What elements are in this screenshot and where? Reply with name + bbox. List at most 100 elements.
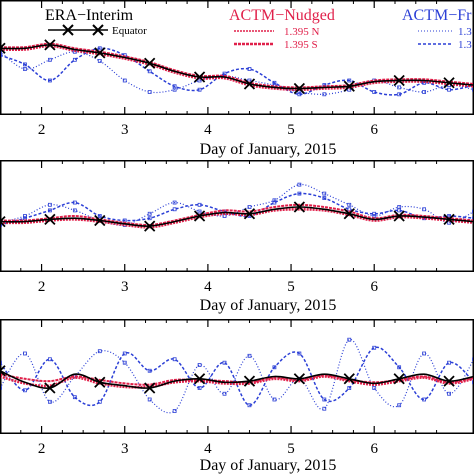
data-point: [272, 397, 277, 402]
equator-marker: [243, 208, 256, 220]
data-point: [347, 337, 352, 342]
equator-marker: [393, 74, 405, 87]
data-point: [472, 216, 473, 221]
equator-marker: [293, 373, 306, 385]
data-point: [47, 78, 52, 83]
data-point: [72, 200, 77, 205]
data-point: [197, 363, 202, 367]
series-line-4: [1, 183, 473, 226]
series-line-5: [1, 346, 473, 407]
x-tick-label: 4: [204, 441, 212, 457]
equator-marker: [1, 215, 6, 228]
data-point: [97, 214, 102, 218]
x-tick-label: 6: [370, 122, 378, 138]
data-point: [347, 78, 352, 83]
equator-marker: [343, 208, 355, 220]
data-point: [347, 386, 352, 390]
data-point: [397, 365, 402, 370]
data-point: [422, 90, 427, 94]
data-point: [147, 216, 152, 221]
data-point: [447, 391, 451, 396]
data-point: [147, 397, 152, 402]
equator-marker: [1, 365, 6, 377]
data-point: [322, 191, 327, 196]
series-line-5: [1, 47, 473, 96]
equator-marker: [94, 47, 106, 59]
data-point: [197, 87, 202, 92]
equator-marker: [144, 220, 156, 232]
legend: ERA−Interim Equator ACTM−Nudged 1.395 N …: [45, 7, 472, 51]
data-point: [147, 368, 152, 373]
equator-marker: [144, 57, 156, 69]
data-point: [197, 209, 202, 214]
data-point: [422, 397, 427, 402]
data-point: [1, 223, 2, 227]
data-point: [122, 78, 127, 83]
equator-marker: [193, 373, 206, 385]
data-point: [397, 403, 402, 408]
data-point: [247, 403, 252, 408]
data-point: [322, 406, 327, 411]
equator-marker: [293, 201, 306, 213]
equator-marker: [293, 82, 306, 95]
data-point: [47, 208, 52, 213]
data-point: [147, 69, 152, 74]
data-point: [447, 360, 451, 365]
data-point: [47, 357, 52, 362]
x-tick-label: 5: [287, 441, 295, 457]
data-point: [272, 198, 277, 203]
series-line-1: [1, 370, 473, 390]
legend-free-n-label: 1.3: [458, 26, 472, 38]
data-point: [147, 90, 152, 94]
data-point: [272, 80, 277, 85]
data-point: [297, 182, 302, 187]
data-point: [397, 85, 402, 90]
equator-marker: [94, 376, 106, 388]
legend-free-title: ACTM−Fr: [402, 7, 472, 24]
plot-frame: [0, 319, 474, 434]
data-point: [472, 380, 473, 385]
equator-marker: [44, 382, 56, 394]
equator-marker: [443, 77, 455, 89]
data-point: [72, 208, 77, 213]
equator-marker: [443, 375, 455, 387]
x-tick-label: 6: [370, 441, 378, 457]
equator-marker: [44, 39, 56, 51]
legend-nudged-n-label: 1.395 N: [284, 26, 320, 38]
data-point: [97, 59, 102, 63]
data-point: [1, 386, 2, 390]
panel-2: 2 3 4 5 6 Day of January, 2015: [0, 160, 474, 314]
equator-marker: [343, 80, 355, 92]
data-point: [272, 200, 277, 205]
x-tick-label: 5: [287, 279, 295, 295]
data-point: [23, 214, 27, 218]
equator-marker: [94, 214, 106, 227]
data-point: [172, 409, 177, 413]
equator-marker: [193, 210, 206, 222]
data-point: [447, 220, 451, 225]
data-point: [297, 191, 302, 196]
data-point: [397, 92, 402, 97]
panel-3: 2 3 4 5 6 Day of January, 2015: [0, 319, 474, 474]
data-point: [322, 397, 327, 402]
data-point: [472, 357, 473, 362]
x-tick-label: 2: [38, 441, 46, 457]
data-point: [297, 92, 302, 97]
legend-free-s-label: 1.3: [458, 39, 472, 51]
x-tick-label: 3: [121, 279, 129, 295]
data-point: [72, 395, 77, 400]
series-line-4: [1, 339, 473, 414]
data-point: [23, 351, 27, 356]
data-point: [47, 202, 52, 207]
equator-marker: [393, 373, 405, 385]
legend-nudged-s-label: 1.395 S: [284, 39, 318, 51]
data-point: [472, 209, 473, 214]
data-point: [372, 386, 377, 390]
data-point: [172, 84, 177, 89]
legend-era-marker-right: [92, 24, 104, 36]
legend-nudged-title: ACTM−Nudged: [229, 7, 335, 24]
x-tick-label: 5: [287, 122, 295, 138]
data-point: [197, 78, 202, 83]
data-point: [172, 200, 177, 205]
